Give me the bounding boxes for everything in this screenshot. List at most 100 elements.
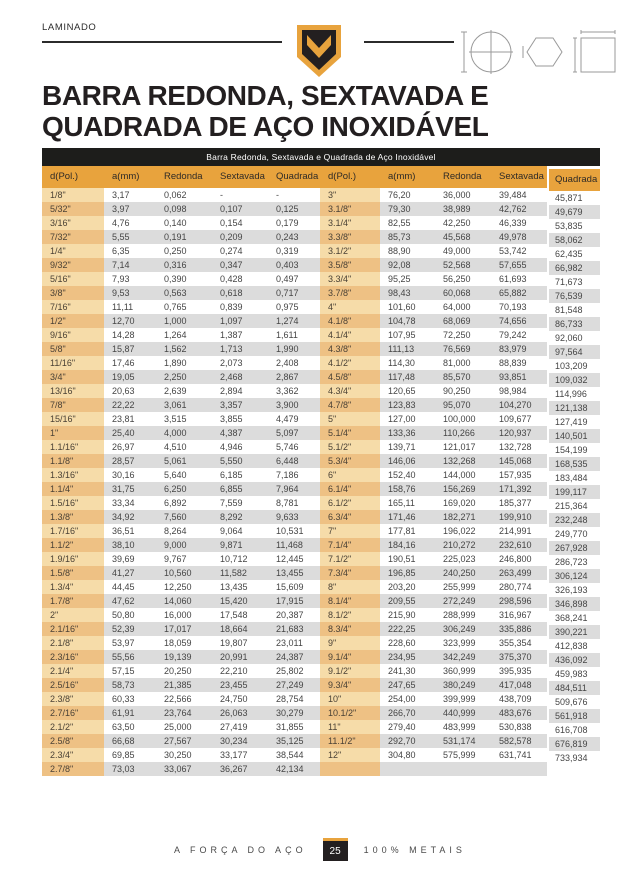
size-cell: 3/8": [42, 286, 104, 300]
size-cell: 7": [320, 524, 380, 538]
value-cell: 117,48: [380, 370, 435, 384]
column-header: a(mm): [380, 166, 435, 188]
size-cell: 11.1/2": [320, 734, 380, 748]
value-cell: 57,15: [104, 664, 156, 678]
value-cell: 79,242: [491, 328, 547, 342]
value-cell: 225,023: [435, 552, 491, 566]
value-cell: 3,357: [212, 398, 268, 412]
value-cell: 484,511: [549, 681, 600, 695]
value-cell: 65,882: [491, 286, 547, 300]
value-cell: 1,097: [212, 314, 268, 328]
size-cell: 3/16": [42, 216, 104, 230]
size-cell: 1/4": [42, 244, 104, 258]
value-cell: 0,179: [268, 216, 320, 230]
size-cell: 13/16": [42, 384, 104, 398]
value-cell: 71,673: [549, 275, 600, 289]
value-cell: 33,34: [104, 496, 156, 510]
size-cell: 4.3/4": [320, 384, 380, 398]
value-cell: 42,762: [491, 202, 547, 216]
value-cell: 304,80: [380, 748, 435, 762]
size-cell: 10": [320, 692, 380, 706]
size-cell: 8": [320, 580, 380, 594]
value-cell: 7,559: [212, 496, 268, 510]
value-cell: 733,934: [549, 751, 600, 765]
value-cell: [491, 762, 547, 776]
value-cell: 121,138: [549, 401, 600, 415]
value-cell: 36,267: [212, 762, 268, 776]
size-cell: 2.1/4": [42, 664, 104, 678]
size-cell: 4.1/8": [320, 314, 380, 328]
value-cell: 73,03: [104, 762, 156, 776]
size-cell: 1.9/16": [42, 552, 104, 566]
value-cell: 292,70: [380, 734, 435, 748]
size-cell: 1/2": [42, 314, 104, 328]
value-cell: 127,419: [549, 415, 600, 429]
value-cell: 64,000: [435, 300, 491, 314]
value-cell: 0,618: [212, 286, 268, 300]
value-cell: 121,017: [435, 440, 491, 454]
value-cell: 185,377: [491, 496, 547, 510]
column-header: Redonda: [435, 166, 491, 188]
category-label: LAMINADO: [42, 22, 97, 33]
value-cell: -: [268, 188, 320, 202]
value-cell: 22,22: [104, 398, 156, 412]
value-cell: 246,800: [491, 552, 547, 566]
value-cell: 38,989: [435, 202, 491, 216]
value-cell: 21,683: [268, 622, 320, 636]
size-cell: 6.1/2": [320, 496, 380, 510]
value-cell: 232,248: [549, 513, 600, 527]
value-cell: 53,835: [549, 219, 600, 233]
value-cell: 3,362: [268, 384, 320, 398]
value-cell: 3,515: [156, 412, 212, 426]
size-cell: 6.1/4": [320, 482, 380, 496]
value-cell: 2,867: [268, 370, 320, 384]
value-cell: 15,87: [104, 342, 156, 356]
value-cell: 58,73: [104, 678, 156, 692]
size-cell: 1": [42, 426, 104, 440]
value-cell: 214,991: [491, 524, 547, 538]
value-cell: 23,011: [268, 636, 320, 650]
value-cell: 7,93: [104, 272, 156, 286]
size-cell: 1.3/16": [42, 468, 104, 482]
value-cell: 42,250: [435, 216, 491, 230]
value-cell: 20,63: [104, 384, 156, 398]
value-cell: 247,65: [380, 678, 435, 692]
value-cell: 104,78: [380, 314, 435, 328]
value-cell: 177,81: [380, 524, 435, 538]
column-header: Quadrada: [268, 166, 320, 188]
value-cell: 9,767: [156, 552, 212, 566]
size-cell: 2.5/16": [42, 678, 104, 692]
value-cell: 4,000: [156, 426, 212, 440]
value-cell: 1,562: [156, 342, 212, 356]
value-cell: 215,90: [380, 608, 435, 622]
value-cell: 49,000: [435, 244, 491, 258]
value-cell: 154,199: [549, 443, 600, 457]
value-cell: [380, 762, 435, 776]
value-cell: 97,564: [549, 345, 600, 359]
value-cell: 81,000: [435, 356, 491, 370]
value-cell: 111,13: [380, 342, 435, 356]
value-cell: 144,000: [435, 468, 491, 482]
value-cell: 8,781: [268, 496, 320, 510]
size-cell: 1.7/8": [42, 594, 104, 608]
size-cell: 7.1/4": [320, 538, 380, 552]
value-cell: 88,90: [380, 244, 435, 258]
value-cell: 272,249: [435, 594, 491, 608]
value-cell: 0,347: [212, 258, 268, 272]
value-cell: 19,807: [212, 636, 268, 650]
value-cell: 9,633: [268, 510, 320, 524]
value-cell: 7,964: [268, 482, 320, 496]
size-cell: 4.1/2": [320, 356, 380, 370]
value-cell: 0,563: [156, 286, 212, 300]
value-cell: 103,209: [549, 359, 600, 373]
value-cell: 412,838: [549, 639, 600, 653]
value-cell: 222,25: [380, 622, 435, 636]
value-cell: [435, 762, 491, 776]
value-cell: 438,709: [491, 692, 547, 706]
value-cell: 280,774: [491, 580, 547, 594]
size-cell: 11": [320, 720, 380, 734]
value-cell: 631,741: [491, 748, 547, 762]
value-cell: 66,68: [104, 734, 156, 748]
value-cell: 436,092: [549, 653, 600, 667]
quadrada-column: Quadrada 45,871 49,679 53,835 58,062 62,435 66…: [549, 169, 600, 779]
